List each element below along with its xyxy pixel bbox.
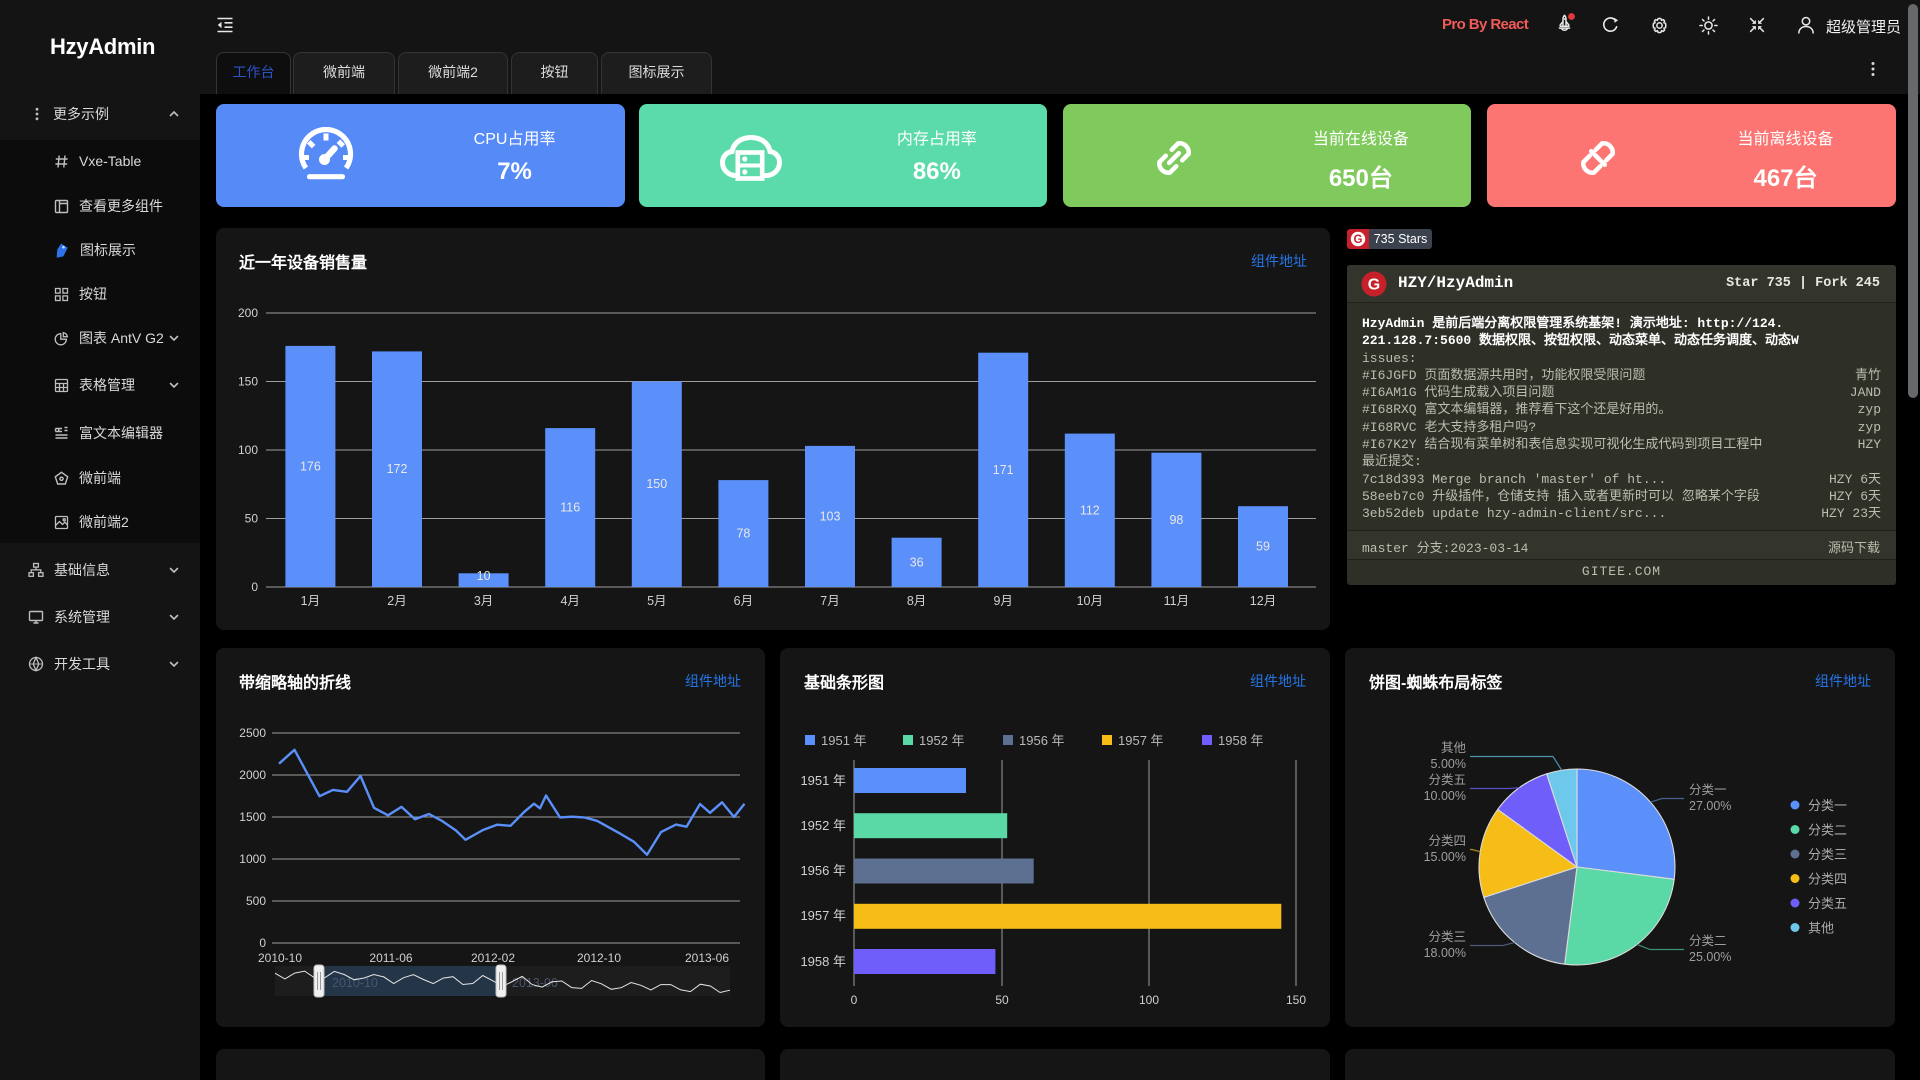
svg-text:172: 172	[387, 462, 408, 476]
svg-text:18.00%: 18.00%	[1424, 946, 1466, 960]
svg-text:分类一: 分类一	[1808, 798, 1847, 813]
svg-text:5月: 5月	[647, 594, 666, 608]
svg-text:分类四: 分类四	[1808, 872, 1847, 887]
svg-text:1952 年: 1952 年	[919, 733, 965, 748]
svg-text:分类五: 分类五	[1428, 773, 1466, 787]
svg-text:分类一: 分类一	[1689, 783, 1727, 797]
svg-text:112: 112	[1080, 503, 1100, 517]
svg-text:4月: 4月	[560, 594, 579, 608]
svg-text:98: 98	[1169, 513, 1183, 527]
svg-text:1958 年: 1958 年	[800, 954, 846, 969]
svg-text:2010-10: 2010-10	[332, 976, 378, 990]
svg-text:10.00%: 10.00%	[1424, 789, 1466, 803]
svg-text:0: 0	[251, 580, 258, 594]
svg-text:7月: 7月	[820, 594, 839, 608]
svg-text:1500: 1500	[239, 810, 266, 824]
svg-text:500: 500	[246, 894, 266, 908]
svg-text:分类四: 分类四	[1428, 834, 1466, 848]
svg-text:分类三: 分类三	[1428, 930, 1466, 944]
svg-text:G: G	[1368, 277, 1380, 294]
svg-text:1957 年: 1957 年	[1118, 733, 1164, 748]
svg-text:2012-02: 2012-02	[471, 951, 515, 965]
svg-text:11月: 11月	[1164, 594, 1189, 608]
svg-text:150: 150	[646, 477, 667, 491]
svg-text:25.00%: 25.00%	[1689, 950, 1731, 964]
svg-text:27.00%: 27.00%	[1689, 799, 1731, 813]
svg-text:5.00%: 5.00%	[1431, 757, 1466, 771]
svg-text:2月: 2月	[387, 594, 406, 608]
svg-text:1月: 1月	[301, 594, 320, 608]
svg-text:150: 150	[1286, 993, 1306, 1007]
svg-text:2013-06: 2013-06	[512, 976, 558, 990]
svg-text:其他: 其他	[1808, 921, 1834, 936]
svg-text:12月: 12月	[1250, 594, 1276, 608]
svg-text:1951 年: 1951 年	[800, 773, 846, 788]
svg-text:分类二: 分类二	[1808, 823, 1847, 838]
svg-text:2010-10: 2010-10	[258, 951, 302, 965]
svg-text:50: 50	[245, 512, 259, 526]
svg-text:1958 年: 1958 年	[1218, 733, 1264, 748]
svg-text:1000: 1000	[239, 852, 266, 866]
svg-text:8月: 8月	[907, 594, 926, 608]
svg-text:分类五: 分类五	[1808, 896, 1847, 911]
svg-text:1956 年: 1956 年	[800, 863, 846, 878]
svg-text:2500: 2500	[239, 726, 266, 740]
svg-text:15.00%: 15.00%	[1424, 850, 1466, 864]
svg-text:59: 59	[1256, 540, 1270, 554]
svg-text:1956 年: 1956 年	[1019, 733, 1065, 748]
svg-text:171: 171	[993, 463, 1014, 477]
svg-text:0: 0	[259, 936, 266, 950]
svg-text:200: 200	[238, 306, 258, 320]
svg-text:1957 年: 1957 年	[800, 908, 846, 923]
svg-text:2000: 2000	[239, 768, 266, 782]
svg-text:3月: 3月	[474, 594, 493, 608]
svg-text:6月: 6月	[734, 594, 753, 608]
svg-text:分类二: 分类二	[1689, 934, 1727, 948]
svg-text:150: 150	[238, 375, 258, 389]
svg-text:其他: 其他	[1441, 741, 1467, 755]
svg-text:1951 年: 1951 年	[821, 733, 867, 748]
svg-text:G: G	[1354, 234, 1363, 246]
svg-text:2011-06: 2011-06	[369, 951, 412, 965]
svg-text:103: 103	[820, 509, 841, 523]
svg-text:分类三: 分类三	[1808, 847, 1847, 862]
svg-text:100: 100	[238, 443, 258, 457]
svg-text:0: 0	[851, 993, 858, 1007]
svg-text:100: 100	[1139, 993, 1159, 1007]
svg-text:2012-10: 2012-10	[577, 951, 621, 965]
svg-text:176: 176	[300, 459, 321, 473]
svg-text:10月: 10月	[1077, 594, 1103, 608]
svg-text:2013-06: 2013-06	[685, 951, 729, 965]
svg-text:116: 116	[560, 501, 580, 515]
svg-text:1952 年: 1952 年	[800, 818, 846, 833]
svg-text:78: 78	[736, 527, 750, 541]
svg-text:50: 50	[995, 993, 1009, 1007]
svg-text:36: 36	[910, 555, 924, 569]
svg-text:9月: 9月	[993, 594, 1012, 608]
svg-text:10: 10	[477, 569, 491, 583]
